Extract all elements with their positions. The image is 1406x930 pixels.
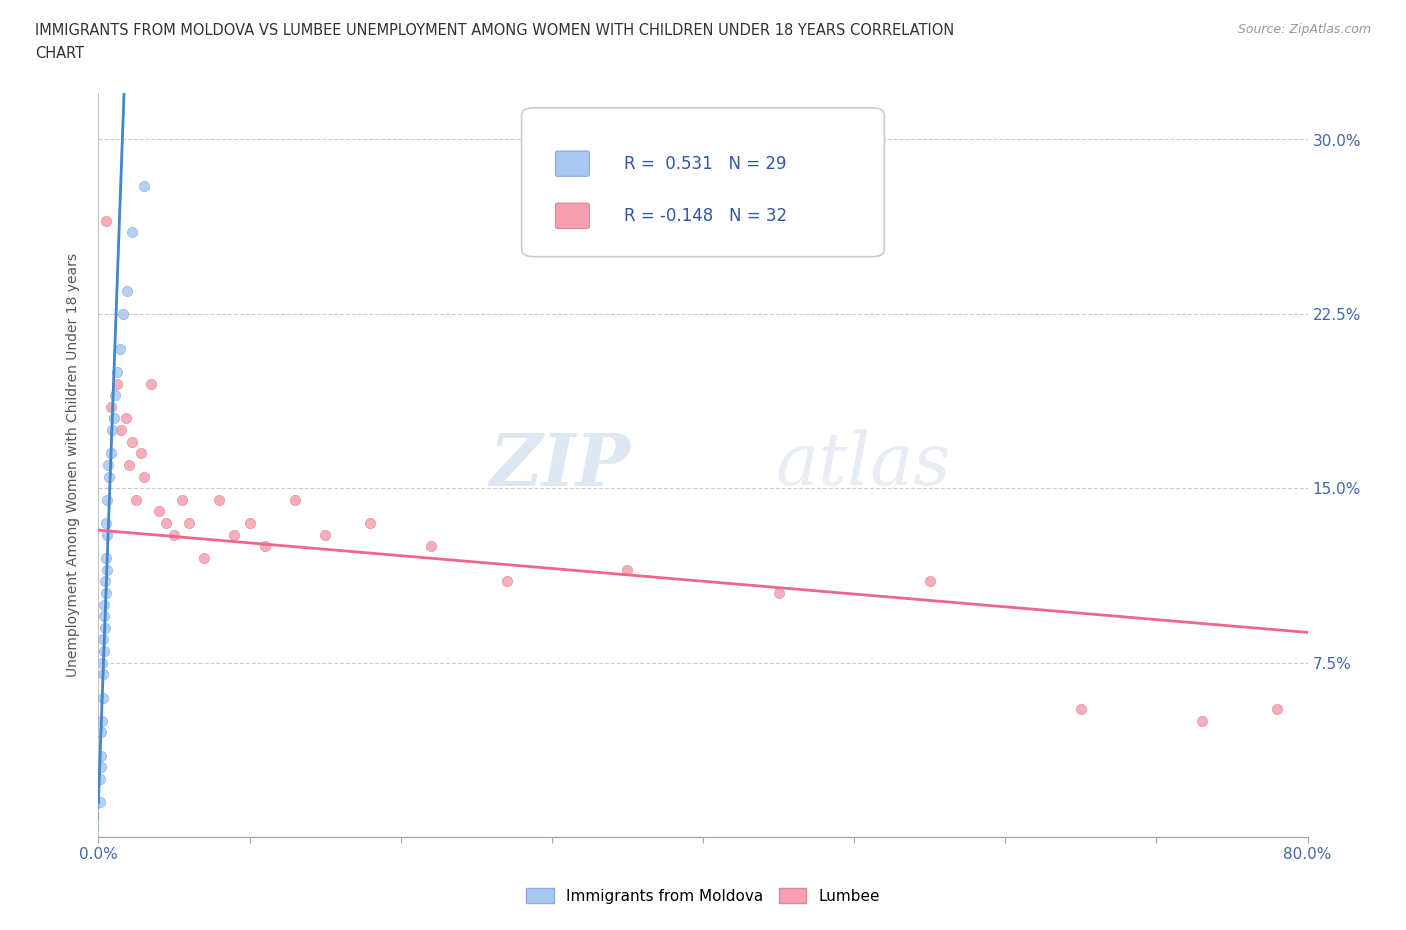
Point xyxy=(94,515,117,530)
Point xyxy=(253,539,276,554)
Point xyxy=(148,504,170,519)
Point xyxy=(90,748,112,763)
Point xyxy=(93,609,115,624)
Text: atlas: atlas xyxy=(776,430,950,500)
Point xyxy=(96,551,118,565)
FancyBboxPatch shape xyxy=(555,203,589,229)
Point xyxy=(111,307,134,322)
Text: ZIP: ZIP xyxy=(489,430,630,500)
Point xyxy=(495,574,517,589)
Point xyxy=(103,411,125,426)
Point xyxy=(94,620,117,635)
Point xyxy=(121,434,143,449)
Point xyxy=(616,562,638,577)
Point xyxy=(96,562,118,577)
Point xyxy=(1191,713,1213,728)
Point xyxy=(108,341,131,356)
Point xyxy=(125,493,148,508)
Point xyxy=(132,179,155,193)
Point xyxy=(90,760,112,775)
Point xyxy=(132,469,155,484)
Text: Source: ZipAtlas.com: Source: ZipAtlas.com xyxy=(1237,23,1371,36)
FancyBboxPatch shape xyxy=(555,151,589,177)
Point xyxy=(163,527,186,542)
Point xyxy=(91,667,114,682)
Point xyxy=(193,551,215,565)
FancyBboxPatch shape xyxy=(522,108,884,257)
Point xyxy=(170,493,193,508)
Point xyxy=(100,446,122,461)
Point xyxy=(101,422,124,438)
Point xyxy=(89,794,111,809)
Point xyxy=(89,772,111,787)
Point xyxy=(118,458,141,472)
Point xyxy=(96,527,118,542)
Y-axis label: Unemployment Among Women with Children Under 18 years: Unemployment Among Women with Children U… xyxy=(66,253,80,677)
Point xyxy=(110,422,132,438)
Point xyxy=(768,586,790,601)
Point xyxy=(93,644,115,658)
Point xyxy=(100,400,122,415)
Point xyxy=(179,515,201,530)
Point xyxy=(420,539,443,554)
Point xyxy=(918,574,941,589)
Point xyxy=(91,632,114,647)
Text: IMMIGRANTS FROM MOLDOVA VS LUMBEE UNEMPLOYMENT AMONG WOMEN WITH CHILDREN UNDER 1: IMMIGRANTS FROM MOLDOVA VS LUMBEE UNEMPL… xyxy=(35,23,955,38)
Point xyxy=(129,446,152,461)
Text: CHART: CHART xyxy=(35,46,84,61)
Point xyxy=(90,725,112,740)
Point xyxy=(98,469,121,484)
Point xyxy=(115,283,138,298)
Point xyxy=(121,225,143,240)
Point xyxy=(105,365,128,379)
Point xyxy=(94,586,117,601)
Legend: Immigrants from Moldova, Lumbee: Immigrants from Moldova, Lumbee xyxy=(526,888,880,904)
Point xyxy=(91,690,114,705)
Point xyxy=(94,214,117,229)
Text: R =  0.531   N = 29: R = 0.531 N = 29 xyxy=(624,154,787,173)
Text: R = -0.148   N = 32: R = -0.148 N = 32 xyxy=(624,206,787,225)
Point xyxy=(224,527,246,542)
Point xyxy=(90,713,112,728)
Point xyxy=(155,515,177,530)
Point xyxy=(104,388,127,403)
Point xyxy=(94,574,117,589)
Point xyxy=(105,377,128,392)
Point xyxy=(239,515,262,530)
Point xyxy=(141,377,163,392)
Point xyxy=(97,458,120,472)
Point xyxy=(93,597,115,612)
Point xyxy=(114,411,136,426)
Point xyxy=(360,515,382,530)
Point xyxy=(1267,702,1289,717)
Point xyxy=(1070,702,1092,717)
Point xyxy=(91,656,114,671)
Point xyxy=(314,527,336,542)
Point xyxy=(284,493,307,508)
Point xyxy=(208,493,231,508)
Point xyxy=(96,493,118,508)
